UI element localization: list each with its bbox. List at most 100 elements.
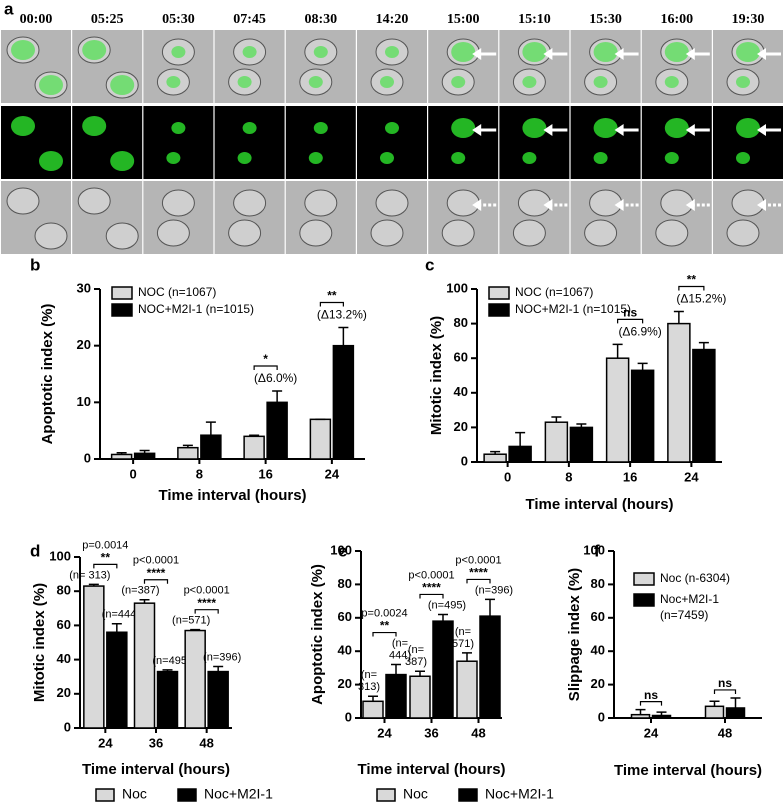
error-bar	[698, 341, 709, 350]
n-label: 387)	[405, 656, 427, 668]
x-tick-label: 24	[377, 725, 392, 740]
bar	[362, 700, 384, 719]
legend-swatch	[488, 286, 510, 300]
nucleus	[736, 42, 760, 62]
legend-swatch	[111, 303, 133, 317]
micrograph	[1, 106, 71, 179]
y-tick-label: 20	[591, 676, 605, 691]
cell	[34, 222, 68, 250]
error-bar	[391, 663, 401, 675]
panel-letter: a	[4, 0, 14, 18]
legend-label: Noc	[122, 786, 147, 802]
error-bar	[249, 434, 260, 437]
y-tick-label: 60	[591, 609, 605, 624]
nucleus	[522, 118, 547, 138]
y-tick-label: 0	[598, 709, 605, 724]
y-tick-label: 100	[583, 542, 605, 557]
x-tick-label: 16	[623, 469, 637, 484]
y-tick-label: 20	[338, 676, 352, 691]
significance-label: **	[101, 551, 111, 565]
p-value: p=0.0014	[82, 539, 128, 551]
significance-bracket	[466, 578, 491, 584]
delta-label: (Δ6.0%)	[254, 371, 297, 385]
bar	[508, 445, 532, 463]
cell	[660, 189, 694, 217]
x-tick-label: 48	[471, 725, 485, 740]
error-bar	[139, 599, 150, 604]
y-tick-label: 40	[338, 643, 352, 658]
significance-label: ****	[197, 596, 216, 610]
x-tick-label: 24	[644, 725, 659, 740]
error-bar	[490, 450, 501, 455]
y-tick-label: 100	[49, 548, 71, 563]
significance-bracket	[678, 285, 705, 291]
x-tick-label: 8	[196, 466, 203, 481]
y-tick-label: 80	[591, 576, 605, 591]
nucleus	[11, 116, 35, 136]
significance-bracket	[253, 365, 278, 370]
bar	[544, 421, 569, 463]
y-axis-label: Mitotic index (%)	[428, 316, 445, 435]
cell	[517, 189, 551, 217]
cell	[655, 219, 689, 247]
nucleus	[39, 151, 63, 171]
timepoint-label: 05:25	[91, 12, 124, 27]
timepoint-label: 16:00	[660, 12, 693, 27]
y-axis-label: Mitotic index (%)	[31, 583, 48, 702]
y-tick-label: 100	[446, 280, 468, 295]
n-label: (n=	[361, 669, 377, 681]
micrograph	[143, 106, 214, 179]
error-bar	[205, 421, 216, 436]
bar	[409, 675, 431, 719]
cell	[731, 189, 765, 217]
nucleus	[110, 151, 135, 171]
y-tick-label: 60	[338, 609, 352, 624]
x-axis-label: Time interval (hours)	[357, 761, 505, 778]
arrow-head	[543, 199, 553, 211]
error-bar	[111, 622, 122, 633]
y-tick-label: 80	[454, 315, 468, 330]
timepoint-label: 15:10	[518, 12, 551, 27]
bar	[667, 322, 691, 463]
panel-letter: d	[30, 541, 40, 560]
legend-label: NOC+M2I-1 (n=1015)	[515, 302, 631, 316]
legend-label: Noc (n-6304)	[660, 571, 730, 585]
nucleus	[313, 46, 328, 58]
x-tick-label: 48	[199, 735, 213, 750]
error-bar	[368, 695, 378, 702]
significance-bracket	[419, 593, 444, 599]
error-bar	[213, 665, 224, 672]
error-bar	[88, 583, 99, 587]
error-bar	[139, 449, 150, 454]
micrograph	[641, 106, 712, 179]
legend-swatch	[458, 788, 478, 802]
cell	[370, 219, 404, 247]
x-axis-label: Time interval (hours)	[525, 496, 673, 513]
error-bar	[438, 613, 448, 622]
cell	[375, 189, 409, 217]
y-tick-label: 60	[57, 617, 71, 632]
timepoint-label: 07:45	[233, 12, 266, 27]
y-tick-label: 60	[454, 350, 468, 365]
cell	[304, 189, 338, 217]
n-label: (n=571)	[172, 615, 210, 627]
y-tick-label: 40	[57, 651, 71, 666]
y-tick-label: 100	[330, 542, 352, 557]
nucleus	[237, 152, 252, 164]
cell	[77, 187, 111, 215]
cell	[161, 189, 195, 217]
nucleus	[522, 152, 537, 164]
nucleus	[736, 152, 750, 164]
significance-label: ns	[623, 306, 637, 320]
x-tick-label: 16	[258, 466, 272, 481]
legend-label: Noc+M2I-1	[660, 592, 719, 606]
error-bar	[635, 708, 646, 715]
nucleus	[313, 122, 328, 134]
error-bar	[515, 431, 526, 447]
bar	[385, 673, 407, 719]
n-label: (n=	[455, 626, 471, 638]
legend-swatch	[633, 593, 655, 607]
nucleus	[451, 76, 466, 88]
arrow-head	[685, 199, 695, 211]
